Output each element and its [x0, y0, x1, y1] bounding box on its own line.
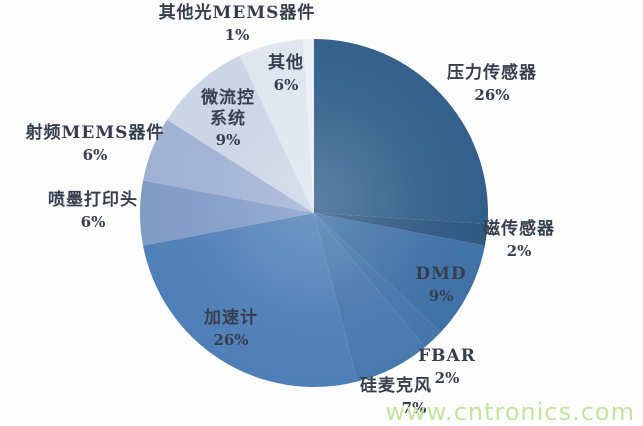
slice-pct-text: 6%	[82, 145, 108, 164]
slice-label-text-line1: 微流控	[201, 88, 255, 108]
slice-label-silicon-microphone: 硅麦克风 7%	[360, 376, 432, 417]
slice-label-text: FBAR	[418, 346, 476, 366]
slice-pct-text: 9%	[428, 286, 454, 305]
slice-label-text: 加速计	[204, 308, 258, 328]
slice-label-microfluidic: 微流控 系统 9%	[201, 88, 255, 150]
slice-label-other-optical-mems: 其他光MEMS器件 1%	[159, 3, 316, 44]
slice-label-inkjet-printhead: 喷墨打印头 6%	[48, 190, 138, 231]
watermark: www.cntronics.com	[385, 398, 635, 426]
slice-pct-text: 9%	[215, 131, 241, 150]
slice-label-text: 射频MEMS器件	[25, 123, 165, 143]
slice-label-accelerometer: 加速计 26%	[204, 308, 258, 349]
slice-label-text-line2: 系统	[210, 108, 246, 129]
slice-pct-text: 2%	[434, 368, 460, 387]
slice-pct-text: 26%	[474, 85, 510, 104]
slice-pct-text: 6%	[273, 75, 299, 94]
slice-label-dmd: DMD 9%	[415, 264, 466, 305]
slice-label-pressure-sensor: 压力传感器 26%	[447, 63, 537, 104]
slice-label-text: 其他	[268, 53, 304, 73]
slice-pct-text: 26%	[213, 330, 249, 349]
slice-label-fbar: FBAR 2%	[418, 346, 476, 387]
slice-pct-text: 6%	[80, 212, 106, 231]
slice-label-text: 硅麦克风	[360, 376, 432, 396]
slice-label-other: 其他 6%	[268, 53, 304, 94]
slice-label-text: 其他光MEMS器件	[158, 3, 316, 23]
slice-label-text: 磁传感器	[483, 219, 555, 239]
pie-slices-group	[139, 38, 489, 387]
slice-label-text: DMD	[415, 264, 467, 284]
slice-label-text: 喷墨打印头	[48, 190, 138, 210]
slice-label-text: 压力传感器	[447, 63, 537, 83]
slice-pct-text: 2%	[506, 241, 532, 260]
slice-pct-text: 7%	[401, 398, 427, 417]
slice-pct-text: 1%	[224, 25, 250, 44]
slice-label-magnetic-sensor: 磁传感器 2%	[483, 219, 555, 260]
slice-label-rf-mems: 射频MEMS器件 6%	[26, 123, 165, 164]
